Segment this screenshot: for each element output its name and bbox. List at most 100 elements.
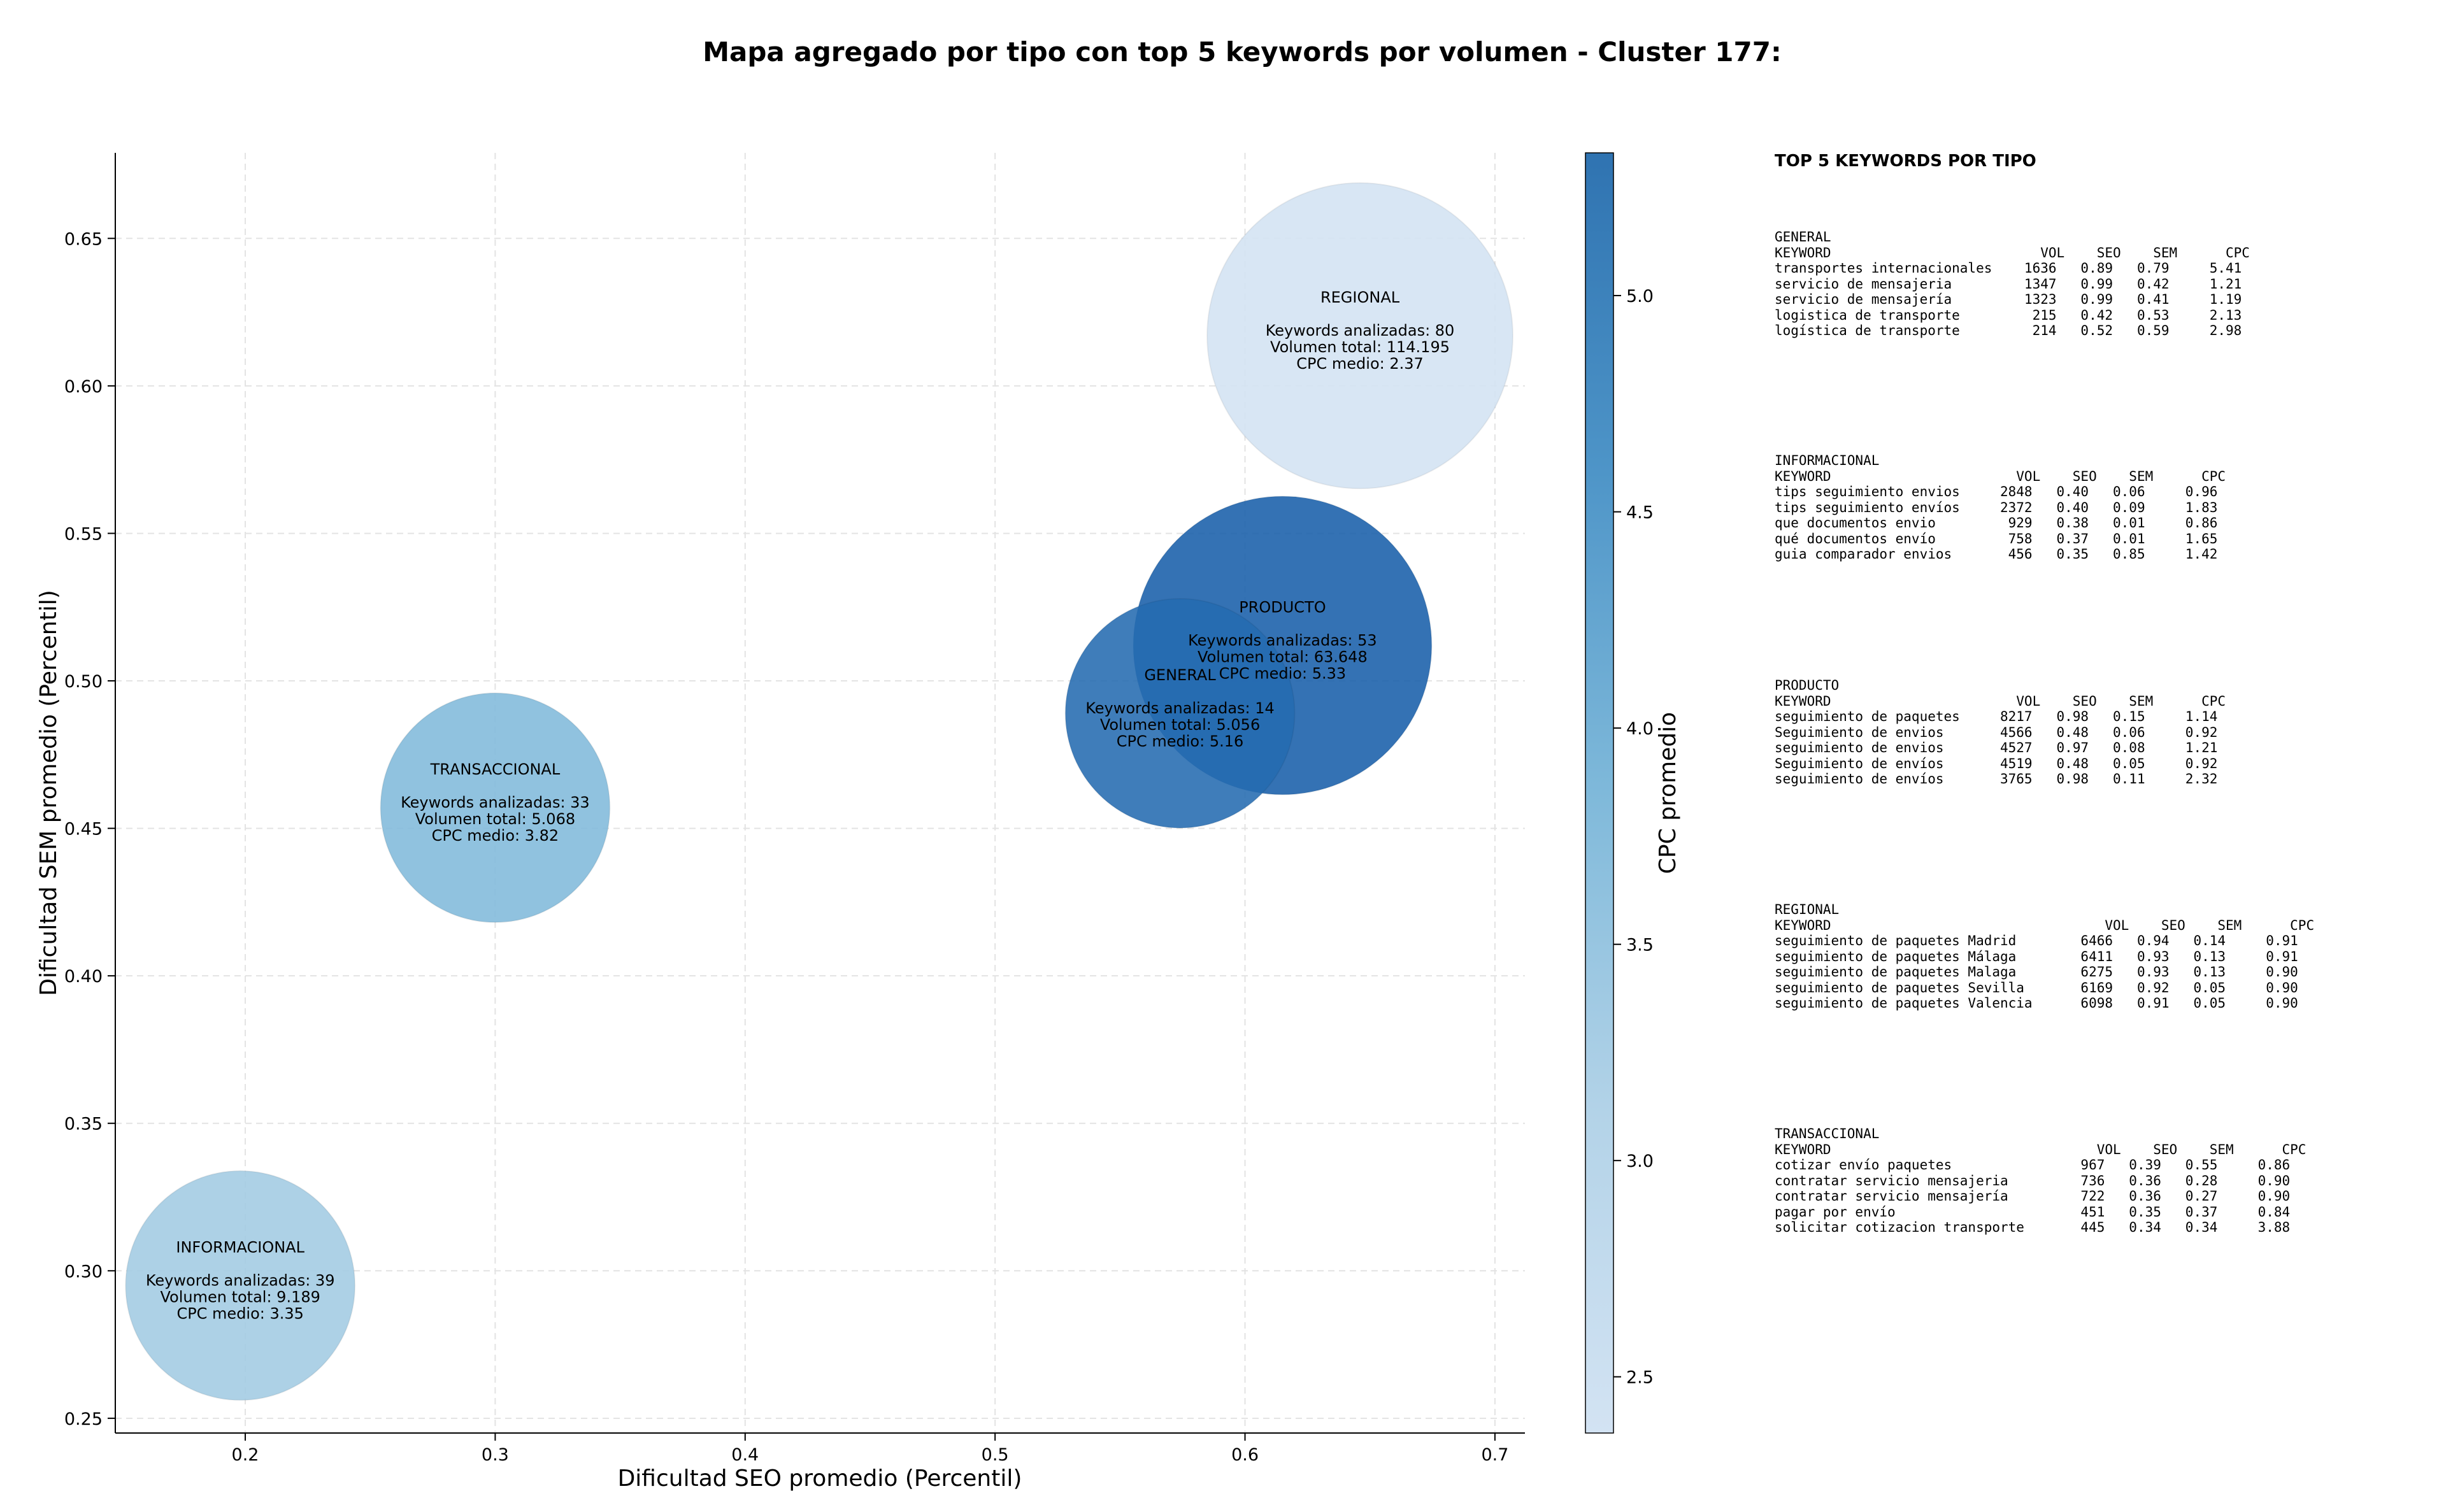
y-tick-label: 0.45: [64, 820, 103, 839]
keyword-row: solicitar cotizacion transporte 445 0.34…: [1775, 1220, 2291, 1235]
colorbar-ticks: 2.5 3.0 3.5 4.0 4.5 5.0: [1613, 287, 1654, 1388]
bubble-label: Keywords analizadas: 33: [401, 794, 590, 811]
keyword-row: qué documentos envío 758 0.37 0.01 1.65: [1775, 531, 2218, 546]
y-axis-label: Dificultad SEM promedio (Percentil): [36, 590, 62, 996]
bubble-label: CPC medio: 5.16: [1117, 732, 1244, 750]
keyword-row: contratar servicio mensajería 722 0.36 0…: [1775, 1188, 2291, 1204]
keyword-row: Seguimiento de envios 4566 0.48 0.06 0.9…: [1775, 724, 2218, 740]
bubble-label: REGIONAL: [1320, 289, 1400, 306]
x-axis-label: Dificultad SEO promedio (Percentil): [618, 1466, 1022, 1492]
y-tick-label: 0.40: [64, 967, 103, 987]
panel-title: TOP 5 KEYWORDS POR TIPO: [1775, 152, 2036, 171]
y-tick-label: 0.60: [64, 377, 103, 397]
bubble-label: PRODUCTO: [1239, 598, 1326, 616]
keyword-row: seguimiento de paquetes Malaga 6275 0.93…: [1775, 964, 2298, 980]
keyword-row: seguimiento de paquetes Sevilla 6169 0.9…: [1775, 980, 2298, 995]
bubble-regional: [1206, 182, 1514, 490]
keyword-row: transportes internacionales 1636 0.89 0.…: [1775, 260, 2242, 276]
bubble-label: Volumen total: 5.068: [415, 810, 575, 828]
bubble-label: CPC medio: 2.37: [1296, 355, 1424, 373]
keyword-row: seguimiento de envíos 3765 0.98 0.11 2.3…: [1775, 771, 2218, 787]
y-tick-label: 0.30: [64, 1262, 103, 1281]
keyword-row: seguimiento de paquetes Málaga 6411 0.93…: [1775, 948, 2298, 964]
colorbar-tick-label: 3.0: [1626, 1152, 1654, 1171]
keyword-row: guia comparador envios 456 0.35 0.85 1.4…: [1775, 546, 2218, 562]
x-tick-label: 0.6: [1231, 1445, 1259, 1465]
bubble-label: INFORMACIONAL: [176, 1238, 304, 1256]
block-type: PRODUCTO: [1775, 678, 1840, 693]
bubble-label: Volumen total: 63.648: [1198, 648, 1368, 666]
keyword-row: Seguimiento de envíos 4519 0.48 0.05 0.9…: [1775, 755, 2218, 771]
block-header: KEYWORD VOL SEO SEM CPC: [1775, 917, 2315, 933]
colorbar-label: CPC promedio: [1655, 712, 1681, 874]
y-tick-label: 0.65: [64, 229, 103, 249]
keyword-row: logística de transporte 214 0.52 0.59 2.…: [1775, 323, 2242, 338]
keyword-block-general: GENERAL KEYWORD VOL SEO SEM CPC transporte…: [1775, 229, 2250, 339]
bubble-label: Keywords analizadas: 14: [1085, 699, 1275, 717]
colorbar-tick-label: 3.5: [1626, 936, 1654, 955]
keyword-block-informacional: INFORMACIONAL KEYWORD VOL SEO SEM CPC tips…: [1775, 453, 2226, 562]
x-tick-label: 0.7: [1481, 1445, 1508, 1465]
colorbar-tick-label: 4.0: [1626, 719, 1654, 739]
x-tick-label: 0.5: [982, 1445, 1009, 1465]
y-ticks: 0.25 0.30 0.35 0.40 0.45 0.50 0.55 0.60 0.65: [64, 229, 115, 1429]
bubble-label: GENERAL: [1144, 666, 1216, 684]
keyword-row: servicio de mensajeria 1347 0.99 0.42 1.…: [1775, 276, 2242, 292]
y-tick-label: 0.55: [64, 524, 103, 544]
bubble-label: Keywords analizadas: 39: [146, 1271, 335, 1289]
keyword-row: tips seguimiento envíos 2372 0.40 0.09 1…: [1775, 499, 2218, 515]
keyword-row: pagar por envío 451 0.35 0.37 0.84: [1775, 1204, 2291, 1220]
block-type: GENERAL: [1775, 229, 1831, 245]
bubble-label: CPC medio: 3.82: [432, 827, 559, 845]
keyword-row: tips seguimiento envios 2848 0.40 0.06 0…: [1775, 484, 2218, 499]
colorbar-tick-label: 4.5: [1626, 503, 1654, 523]
block-type: TRANSACCIONAL: [1775, 1126, 1880, 1141]
top-keywords-panel: TOP 5 KEYWORDS POR TIPO GENERAL KEYWORD V…: [1775, 152, 2437, 1235]
bubble-label: Keywords analizadas: 53: [1188, 631, 1377, 649]
keyword-row: logistica de transporte 215 0.42 0.53 2.…: [1775, 307, 2242, 323]
block-type: REGIONAL: [1775, 902, 1840, 917]
colorbar: [1585, 152, 1614, 1434]
colorbar-tick-label: 2.5: [1626, 1368, 1654, 1388]
bubble-label: Keywords analizadas: 80: [1266, 322, 1455, 339]
chart-title: Mapa agregado por tipo con top 5 keyword…: [703, 36, 1782, 68]
keyword-row: seguimiento de paquetes Valencia 6098 0.…: [1775, 995, 2298, 1011]
bubble-label: Volumen total: 114.195: [1270, 338, 1450, 356]
bubble-general: [1064, 597, 1296, 829]
block-header: KEYWORD VOL SEO SEM CPC: [1775, 468, 2226, 484]
block-header: KEYWORD VOL SEO SEM CPC: [1775, 245, 2250, 260]
bubble-label: Volumen total: 9.189: [160, 1288, 320, 1306]
block-header: KEYWORD VOL SEO SEM CPC: [1775, 693, 2226, 709]
bubble-label: CPC medio: 5.33: [1219, 664, 1347, 682]
bubble-label: Volumen total: 5.056: [1100, 716, 1260, 734]
keyword-block-producto: PRODUCTO KEYWORD VOL SEO SEM CPC seguimien…: [1775, 678, 2226, 787]
block-header: KEYWORD VOL SEO SEM CPC: [1775, 1141, 2307, 1157]
keyword-block-regional: REGIONAL KEYWORD VOL SEO SEM CPC seguimien…: [1775, 902, 2314, 1011]
keyword-row: servicio de mensajería 1323 0.99 0.41 1.…: [1775, 292, 2242, 307]
keyword-row: que documentos envio 929 0.38 0.01 0.86: [1775, 515, 2218, 531]
bubble-circle: [380, 692, 611, 924]
x-ticks: 0.2 0.3 0.4 0.5 0.6 0.7: [232, 1433, 1508, 1465]
keyword-row: seguimiento de paquetes 8217 0.98 0.15 1…: [1775, 709, 2218, 724]
x-tick-label: 0.3: [482, 1445, 509, 1465]
bubble-circle: [125, 1170, 356, 1401]
keyword-row: cotizar envío paquetes 967 0.39 0.55 0.8…: [1775, 1157, 2291, 1173]
x-tick-label: 0.2: [232, 1445, 259, 1465]
bubble-label: TRANSACCIONAL: [430, 760, 561, 778]
keyword-row: seguimiento de envios 4527 0.97 0.08 1.2…: [1775, 740, 2218, 755]
x-tick-label: 0.4: [731, 1445, 759, 1465]
colorbar-tick-label: 5.0: [1626, 287, 1654, 306]
bubble-label: CPC medio: 3.35: [176, 1304, 304, 1322]
bubble-circle: [1206, 182, 1514, 490]
y-tick-label: 0.25: [64, 1409, 103, 1429]
block-type: INFORMACIONAL: [1775, 453, 1880, 468]
bubble-informacional: [125, 1170, 356, 1401]
keyword-row: contratar servicio mensajeria 736 0.36 0…: [1775, 1173, 2291, 1188]
bubble-transaccional: [380, 692, 611, 924]
y-tick-label: 0.35: [64, 1115, 103, 1134]
keyword-block-transaccional: TRANSACCIONAL KEYWORD VOL SEO SEM CPC coti…: [1775, 1126, 2306, 1236]
keyword-row: seguimiento de paquetes Madrid 6466 0.94…: [1775, 933, 2298, 948]
bubble-circle: [1064, 597, 1296, 829]
